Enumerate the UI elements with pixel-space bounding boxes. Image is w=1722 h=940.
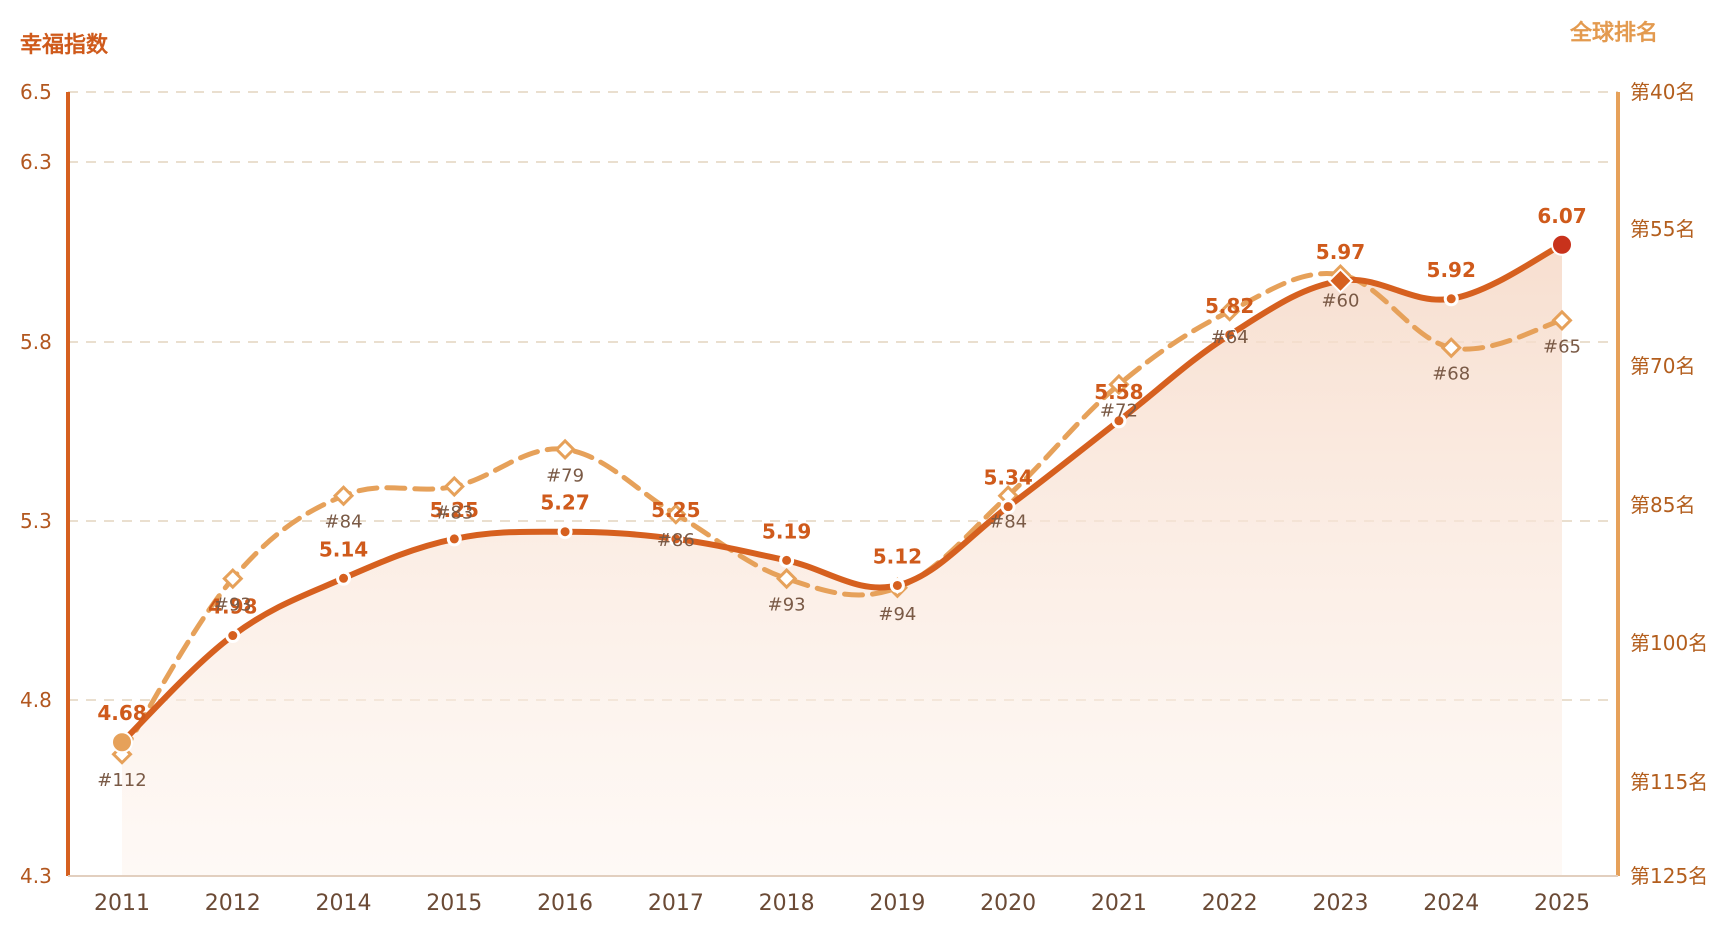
happiness-value-label: 6.07 — [1537, 204, 1586, 228]
x-tick-label: 2024 — [1423, 891, 1479, 916]
rank-point — [332, 485, 355, 507]
happiness-value-label: 5.34 — [983, 466, 1032, 490]
happiness-point — [336, 570, 352, 586]
happiness-point — [779, 552, 795, 568]
happiness-point — [225, 628, 241, 644]
happiness-point — [446, 531, 462, 547]
rank-value-label: #83 — [435, 502, 473, 523]
left-tick-label: 4.8 — [20, 688, 52, 712]
happiness-value-label: 5.92 — [1427, 258, 1476, 282]
happiness-value-label: 5.14 — [319, 537, 368, 561]
left-axis-title: 幸福指数 — [20, 32, 109, 58]
rank-value-label: #60 — [1321, 291, 1359, 312]
happiness-value-label: 5.25 — [651, 498, 700, 522]
data-labels: 4.68 4.98 5.14 5.25 5.27 5.25 5.19 5.12 5.34 5.58… — [97, 204, 1586, 791]
rank-value-label: #64 — [1211, 327, 1249, 348]
rank-value-label: #65 — [1543, 336, 1581, 357]
right-tick-label: 第125名 — [1630, 864, 1708, 888]
left-tick-label: 6.5 — [20, 80, 52, 104]
happiness-point — [1222, 327, 1238, 343]
right-tick-label: 第55名 — [1630, 217, 1695, 241]
right-tick-label: 第40名 — [1630, 80, 1695, 104]
rank-value-label: #112 — [97, 770, 146, 791]
rank-point — [1108, 373, 1130, 396]
x-tick-label: 2022 — [1202, 891, 1258, 916]
x-tick-label: 2014 — [316, 891, 372, 916]
rank-value-label: #84 — [989, 512, 1027, 533]
rank-point — [554, 438, 576, 461]
x-tick-label: 2018 — [759, 891, 815, 916]
left-tick-label: 4.3 — [20, 864, 52, 888]
happiness-value-label: 4.68 — [97, 701, 146, 725]
x-tick-label: 2011 — [94, 891, 150, 916]
x-tick-label: 2025 — [1534, 891, 1590, 916]
x-tick-label: 2019 — [869, 891, 925, 916]
rank-point — [1551, 309, 1573, 331]
happiness-point-latest — [1551, 233, 1573, 256]
x-tick-label: 2015 — [426, 891, 482, 916]
happiness-point — [1443, 291, 1459, 307]
rank-point — [443, 475, 465, 498]
x-tick-label: 2016 — [537, 891, 593, 916]
x-tick-label: 2021 — [1091, 891, 1147, 916]
happiness-value-label: 5.19 — [762, 519, 811, 543]
rank-value-label: #79 — [546, 465, 584, 486]
x-tick-label: 2017 — [648, 891, 704, 916]
happiness-point — [1000, 499, 1016, 515]
x-tick-label: 2012 — [205, 891, 261, 916]
happiness-value-label: 5.25 — [430, 498, 479, 522]
rank-value-label: #93 — [768, 595, 806, 616]
happiness-value-label: 5.82 — [1205, 294, 1254, 318]
left-tick-label: 6.3 — [20, 150, 52, 174]
left-tick-label: 5.3 — [20, 509, 52, 533]
happiness-value-label: 5.97 — [1316, 240, 1365, 264]
right-tick-label: 第100名 — [1630, 631, 1708, 655]
rank-point — [1219, 300, 1241, 322]
right-tick-label: 第85名 — [1630, 493, 1695, 517]
rank-value-label: #94 — [878, 604, 916, 625]
axes: 6.5 6.3 5.8 5.3 4.8 4.3 第40名第55名第70名第85名第100名第… — [20, 80, 1708, 916]
happiness-point — [1111, 413, 1127, 429]
x-tick-label: 2020 — [980, 891, 1036, 916]
happiness-value-label: 4.98 — [208, 595, 257, 619]
x-tick-label: 2023 — [1312, 891, 1368, 916]
happiness-point — [889, 577, 905, 593]
happiness-point-peak — [1327, 268, 1354, 294]
right-axis-title: 全球排名 — [1569, 20, 1658, 46]
right-tick-label: 第70名 — [1630, 354, 1695, 378]
rank-value-label: #86 — [657, 530, 695, 551]
rank-point — [1440, 337, 1462, 359]
rank-value-label: #68 — [1432, 364, 1470, 385]
left-tick-label: 5.8 — [20, 330, 52, 354]
happiness-point — [557, 524, 573, 540]
happiness-value-label: 5.27 — [540, 491, 589, 515]
rank-point — [776, 567, 798, 590]
happiness-area — [122, 244, 1562, 877]
area-fill — [122, 244, 1562, 877]
happiness-point-start — [111, 731, 133, 754]
happiness-point — [668, 531, 684, 547]
happiness-line-group — [111, 233, 1573, 754]
rank-point — [222, 567, 244, 590]
rank-point — [665, 503, 687, 525]
rank-value-label: #93 — [214, 595, 252, 616]
right-tick-label: 第115名 — [1630, 770, 1708, 794]
happiness-value-label: 5.12 — [873, 544, 922, 568]
rank-value-label: #72 — [1100, 401, 1138, 422]
happiness-value-label: 5.58 — [1094, 380, 1143, 404]
rank-value-label: #84 — [325, 512, 363, 533]
